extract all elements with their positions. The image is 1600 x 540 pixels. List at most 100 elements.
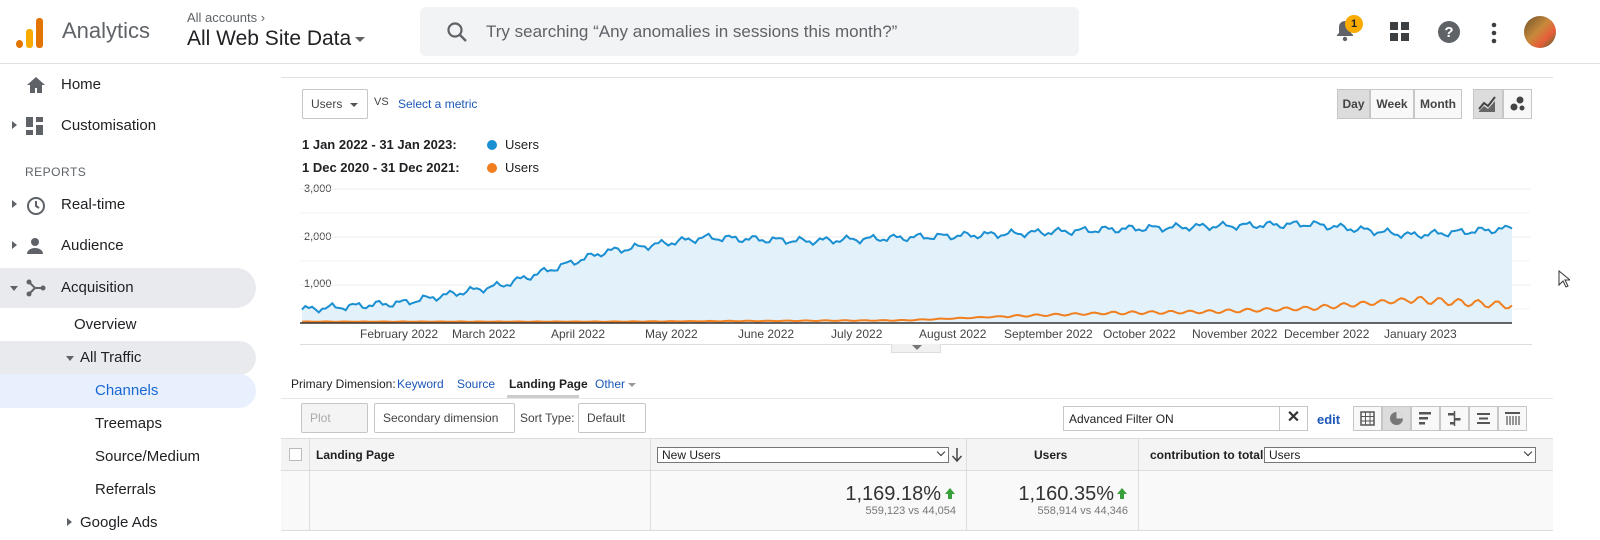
sidebar-item-realtime[interactable]: Real-time xyxy=(0,188,256,222)
caret-down-icon xyxy=(350,102,359,107)
view-selector[interactable]: All Web Site Data xyxy=(187,27,366,51)
legend-range-previous: 1 Dec 2020 - 31 Dec 2021: xyxy=(302,160,460,175)
expand-arrow-icon xyxy=(12,200,17,208)
table-icon xyxy=(1360,411,1375,426)
metric-selector[interactable]: Users xyxy=(302,89,368,119)
motion-chart-toggle[interactable] xyxy=(1503,89,1532,119)
x-tick-label: September 2022 xyxy=(1004,327,1093,341)
expand-arrow-icon xyxy=(12,121,17,129)
x-tick-label: April 2022 xyxy=(551,327,606,341)
month-button[interactable]: Month xyxy=(1414,89,1462,119)
search-icon xyxy=(447,22,467,42)
pivot-view[interactable] xyxy=(1498,406,1527,431)
edit-filter-link[interactable]: edit xyxy=(1317,412,1341,427)
percentage-view[interactable] xyxy=(1382,406,1411,431)
trend-up-icon xyxy=(945,488,955,494)
legend-dot-previous xyxy=(487,163,497,173)
table-header: Landing Page New Users Users contributio… xyxy=(281,438,1553,472)
legend-series-current: Users xyxy=(505,137,539,152)
term-cloud-view[interactable] xyxy=(1469,406,1498,431)
users-line-chart[interactable] xyxy=(300,181,1532,331)
select-all-checkbox[interactable] xyxy=(289,448,302,461)
x-tick-label: November 2022 xyxy=(1192,327,1278,341)
dashboard-icon xyxy=(26,117,43,135)
collapse-arrow-icon xyxy=(66,356,74,361)
sidebar-item-treemaps[interactable]: Treemaps xyxy=(95,415,162,432)
performance-view[interactable] xyxy=(1411,406,1440,431)
sidebar-item-acquisition[interactable]: Acquisition xyxy=(0,268,256,308)
sidebar-item-all-traffic[interactable]: All Traffic xyxy=(0,341,256,375)
contribution-metric-select[interactable]: Users xyxy=(1264,447,1536,463)
sidebar-item-source-medium[interactable]: Source/Medium xyxy=(95,448,201,465)
sort-type-label: Sort Type: xyxy=(520,411,575,425)
chart-resize-handle[interactable] xyxy=(891,344,941,353)
clear-filter-icon[interactable]: ✕ xyxy=(1279,407,1307,430)
series-area-current xyxy=(302,221,1512,323)
mouse-cursor-icon xyxy=(1558,270,1570,288)
advanced-filter-field[interactable]: Advanced Filter ON ✕ xyxy=(1063,406,1308,431)
total-new-users-compare: 559,123 vs 44,054 xyxy=(865,505,956,517)
svg-text:?: ? xyxy=(1444,24,1453,41)
new-users-metric-select[interactable]: New Users xyxy=(657,447,949,463)
dimension-source[interactable]: Source xyxy=(457,377,496,391)
x-tick-label: March 2022 xyxy=(452,327,516,341)
more-vert-icon[interactable] xyxy=(1490,22,1498,44)
contribution-label: contribution to total: xyxy=(1150,448,1268,462)
account-breadcrumb[interactable]: All accounts › xyxy=(187,10,266,25)
dimension-other[interactable]: Other xyxy=(595,377,637,391)
data-table-view[interactable] xyxy=(1353,406,1382,431)
avatar[interactable] xyxy=(1524,16,1556,48)
dimension-landing-page: Landing Page xyxy=(509,377,588,391)
total-users-change: 1,160.35% xyxy=(1018,483,1114,505)
totals-row: 1,169.18% 559,123 vs 44,054 1,160.35% 55… xyxy=(281,471,1553,531)
sidebar-item-google-ads[interactable]: Google Ads xyxy=(0,506,256,540)
sidebar-item-referrals[interactable]: Referrals xyxy=(95,481,156,498)
line-chart-toggle[interactable] xyxy=(1473,89,1503,119)
header-landing-page[interactable]: Landing Page xyxy=(316,448,395,462)
search-bar[interactable]: Try searching “Any anomalies in sessions… xyxy=(420,7,1079,56)
sort-desc-arrow-icon[interactable] xyxy=(951,447,963,463)
bars-icon xyxy=(1419,412,1431,425)
sidebar-item-customisation[interactable]: Customisation xyxy=(0,109,256,143)
caret-down-icon xyxy=(355,36,366,42)
trend-up-stem xyxy=(1120,494,1124,499)
home-icon xyxy=(27,77,45,93)
term-cloud-icon xyxy=(1477,413,1490,424)
header-users[interactable]: Users xyxy=(1034,448,1068,462)
sort-type-dropdown[interactable]: Default xyxy=(578,403,646,449)
help-icon[interactable]: ? xyxy=(1437,20,1461,44)
comparison-view[interactable] xyxy=(1440,406,1469,431)
collapse-arrow-icon xyxy=(10,286,18,291)
dimension-keyword[interactable]: Keyword xyxy=(397,377,444,391)
legend-dot-current xyxy=(487,140,497,150)
secondary-dimension-dropdown[interactable]: Secondary dimension xyxy=(374,403,515,449)
series-line-previous xyxy=(301,295,1513,323)
sidebar-item-channels[interactable]: Channels xyxy=(0,374,256,408)
total-new-users-change: 1,169.18% xyxy=(845,483,941,505)
apps-grid-icon[interactable] xyxy=(1389,21,1411,43)
select-metric-link[interactable]: Select a metric xyxy=(398,97,478,111)
sidebar-item-home[interactable]: Home xyxy=(0,68,256,102)
pie-icon xyxy=(1390,412,1403,425)
x-tick-label: February 2022 xyxy=(360,327,439,341)
divider xyxy=(281,398,1553,399)
x-tick-label: October 2022 xyxy=(1103,327,1176,341)
top-bar: Analytics All accounts › All Web Site Da… xyxy=(0,0,1600,64)
plot-rows-button[interactable]: Plot Rows xyxy=(301,403,368,453)
series-line-current xyxy=(301,219,1513,314)
analytics-logo[interactable] xyxy=(16,16,44,48)
trend-up-stem xyxy=(948,494,952,499)
person-icon xyxy=(27,238,43,254)
search-placeholder: Try searching “Any anomalies in sessions… xyxy=(486,22,898,41)
day-button[interactable]: Day xyxy=(1337,89,1370,119)
x-tick-label: May 2022 xyxy=(645,327,698,341)
notification-badge: 1 xyxy=(1345,15,1363,33)
y-tick-label: 1,000 xyxy=(304,278,332,290)
legend-series-previous: Users xyxy=(505,160,539,175)
sidebar-item-audience[interactable]: Audience xyxy=(0,229,256,263)
week-button[interactable]: Week xyxy=(1370,89,1414,119)
reports-heading: REPORTS xyxy=(25,165,87,179)
total-users-compare: 558,914 vs 44,346 xyxy=(1037,505,1128,517)
section-divider xyxy=(281,64,1553,78)
sidebar-item-overview[interactable]: Overview xyxy=(74,316,137,333)
